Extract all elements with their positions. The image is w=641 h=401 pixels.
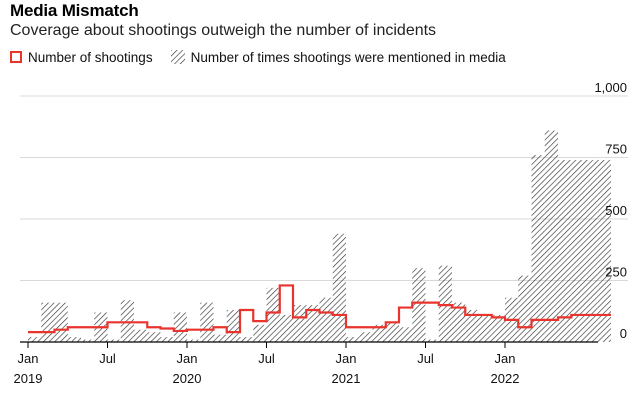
x-tick-label: Jul xyxy=(258,351,275,366)
media-bar xyxy=(120,300,134,342)
media-bar xyxy=(425,339,439,342)
legend-label-media: Number of times shootings were mentioned… xyxy=(190,49,506,65)
media-bar xyxy=(81,339,95,342)
x-tick-year-label: 2021 xyxy=(332,371,361,386)
y-tick-label: 250 xyxy=(605,265,627,280)
media-bar xyxy=(54,302,68,342)
legend-item-shootings: Number of shootings xyxy=(10,50,153,65)
chart-subtitle: Coverage about shootings outweigh the nu… xyxy=(10,22,437,39)
media-bar xyxy=(266,287,280,342)
media-bar xyxy=(584,159,598,342)
media-bar xyxy=(332,233,346,342)
shootings-line xyxy=(28,284,611,334)
x-axis: Jan 2019 Jul Jan 2020 Jul Jan 2021 Jul Jan 2022 xyxy=(14,341,598,386)
media-bar xyxy=(412,268,426,342)
media-bar xyxy=(67,337,81,342)
media-bar xyxy=(306,305,320,342)
x-tick-label: Jul xyxy=(417,351,434,366)
y-tick-label: 0 xyxy=(620,326,627,341)
media-bar xyxy=(107,339,121,342)
media-bar xyxy=(491,314,505,342)
x-tick-year-label: 2022 xyxy=(491,371,520,386)
media-bar xyxy=(160,337,174,342)
media-bar xyxy=(465,310,479,342)
y-axis: 0 250 500 750 1,000 xyxy=(594,80,627,341)
media-bar xyxy=(438,265,452,342)
media-bar xyxy=(240,337,254,342)
legend-swatch-media xyxy=(170,50,185,64)
media-bar xyxy=(372,324,386,342)
media-bar xyxy=(359,332,373,342)
x-tick-label: Jan xyxy=(177,351,198,366)
x-tick-label: Jan xyxy=(336,351,357,366)
media-bar xyxy=(385,322,399,342)
media-bar xyxy=(279,314,293,342)
media-bar xyxy=(597,159,611,342)
media-mentions-series xyxy=(28,130,611,342)
media-bar xyxy=(134,329,148,342)
chart-title: Media Mismatch xyxy=(10,1,139,20)
media-bar xyxy=(452,302,466,342)
media-bar xyxy=(531,155,545,342)
x-tick-label: Jul xyxy=(99,351,116,366)
media-bar xyxy=(173,312,187,342)
media-bar xyxy=(200,302,214,342)
media-bar xyxy=(558,159,572,342)
x-tick-label: Jan xyxy=(18,351,39,366)
media-bar xyxy=(28,337,42,342)
x-tick-label: Jan xyxy=(495,351,516,366)
shootings-series xyxy=(28,284,611,334)
legend-item-media: Number of times shootings were mentioned… xyxy=(170,49,506,65)
legend: Number of shootings Number of times shoo… xyxy=(10,48,524,66)
legend-label-shootings: Number of shootings xyxy=(28,49,153,65)
media-bar xyxy=(213,334,227,342)
media-bar xyxy=(187,339,201,342)
media-bar xyxy=(346,337,360,342)
x-tick-year-label: 2019 xyxy=(14,371,43,386)
media-bar xyxy=(319,297,333,342)
legend-swatch-shootings xyxy=(10,51,22,63)
y-tick-label: 750 xyxy=(605,142,627,157)
media-bar xyxy=(571,159,585,342)
y-tick-label: 500 xyxy=(605,203,627,218)
media-bar xyxy=(253,324,267,342)
media-bar xyxy=(147,332,161,342)
media-bar xyxy=(41,302,55,342)
media-bar xyxy=(399,327,413,342)
media-bar xyxy=(226,310,240,342)
media-bar xyxy=(478,314,492,342)
x-tick-year-label: 2020 xyxy=(173,371,202,386)
media-bar xyxy=(293,305,307,342)
media-bar xyxy=(544,130,558,342)
media-bar xyxy=(518,275,532,342)
y-tick-label: 1,000 xyxy=(594,80,627,95)
